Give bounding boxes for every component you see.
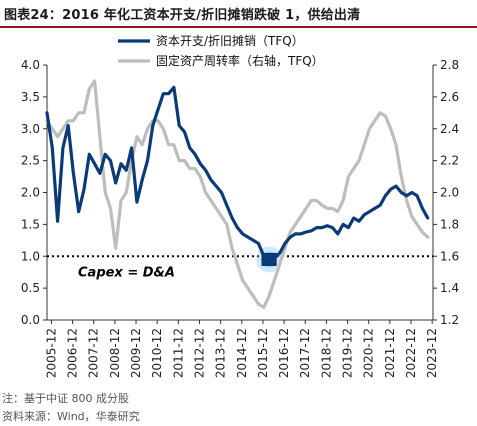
- reference-line-label: Capex = D&A: [78, 265, 175, 280]
- x-tick-label: 2013-12: [214, 328, 228, 378]
- right-tick-label: 2.2: [440, 154, 459, 168]
- x-tick-label: 2011-12: [171, 328, 185, 378]
- x-tick-label: 2018-12: [319, 328, 333, 378]
- highlight-marker: [261, 252, 277, 266]
- x-tick-label: 2019-12: [341, 328, 355, 378]
- left-tick-label: 0.5: [21, 281, 40, 295]
- right-tick-label: 2.4: [440, 122, 459, 136]
- x-tick-label: 2022-12: [404, 328, 418, 378]
- x-tick-label: 2023-12: [425, 328, 439, 378]
- left-tick-label: 3.5: [21, 90, 40, 104]
- source-text: 资料来源：Wind，华泰研究: [2, 410, 140, 423]
- x-tick-label: 2005-12: [44, 328, 58, 378]
- left-tick-label: 0.0: [21, 313, 40, 327]
- right-tick-label: 2.0: [440, 186, 459, 200]
- right-tick-label: 1.8: [440, 217, 459, 231]
- right-tick-label: 2.8: [440, 58, 459, 72]
- x-tick-label: 2014-12: [235, 328, 249, 378]
- left-tick-label: 2.5: [21, 154, 40, 168]
- x-tick-label: 2009-12: [129, 328, 143, 378]
- x-tick-label: 2021-12: [383, 328, 397, 378]
- left-tick-label: 2.0: [21, 186, 40, 200]
- chart-title: 图表24：2016 年化工资本开支/折旧摊销跌破 1，供给出清: [4, 8, 361, 23]
- right-tick-label: 1.6: [440, 249, 459, 263]
- right-tick-label: 2.6: [440, 90, 459, 104]
- right-tick-label: 1.4: [440, 281, 459, 295]
- left-tick-label: 4.0: [21, 58, 40, 72]
- left-tick-label: 3.0: [21, 122, 40, 136]
- x-tick-label: 2008-12: [108, 328, 122, 378]
- x-tick-label: 2020-12: [362, 328, 376, 378]
- x-tick-label: 2016-12: [277, 328, 291, 378]
- x-tick-label: 2012-12: [192, 328, 206, 378]
- left-tick-label: 1.0: [21, 249, 40, 263]
- legend-item-capex-dep-label: 资本开支/折旧摊销（TFQ）: [156, 33, 304, 48]
- x-tick-label: 2007-12: [87, 328, 101, 378]
- x-tick-label: 2015-12: [256, 328, 270, 378]
- x-tick-label: 2017-12: [298, 328, 312, 378]
- x-tick-label: 2006-12: [66, 328, 80, 378]
- legend-item-fixed-asset-turnover-label: 固定资产周转率（右轴，TFQ）: [156, 53, 324, 68]
- series-line-fixed-asset-turnover: [45, 79, 430, 309]
- series-line-capex-dep: [45, 85, 430, 261]
- note-text: 注：基于中证 800 成分股: [2, 392, 129, 405]
- x-tick-label: 2010-12: [150, 328, 164, 378]
- right-tick-label: 1.2: [440, 313, 459, 327]
- title-divider: [0, 26, 477, 28]
- left-tick-label: 1.5: [21, 217, 40, 231]
